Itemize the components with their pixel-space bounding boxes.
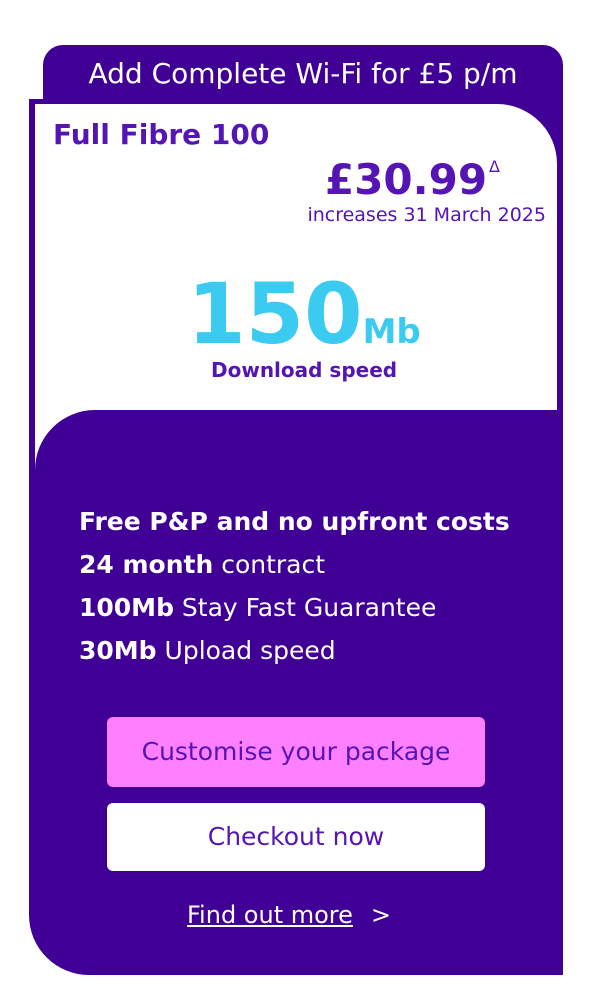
speed-label: Download speed xyxy=(211,358,398,382)
chevron-right-icon: > xyxy=(370,901,392,929)
feature-list: Free P&P and no upfront costs 24 month c… xyxy=(79,500,510,672)
find-out-more[interactable]: Find out more > xyxy=(187,900,391,930)
feature-item: 24 month contract xyxy=(79,550,326,579)
speed-unit: Mb xyxy=(362,312,421,352)
checkout-button[interactable]: Checkout now xyxy=(107,803,485,871)
plan-details-panel xyxy=(35,410,557,970)
banner-text: Add Complete Wi-Fi for £5 p/m xyxy=(88,57,518,90)
feature-item: Free P&P and no upfront costs xyxy=(79,507,510,536)
find-out-more-link[interactable]: Find out more xyxy=(187,901,353,929)
speed-value: 150 xyxy=(187,265,363,363)
customise-package-button[interactable]: Customise your package xyxy=(107,717,485,787)
plan-price: £30.99 xyxy=(324,155,488,204)
price-footnote-marker: Δ xyxy=(489,157,500,176)
feature-item: 30Mb Upload speed xyxy=(79,636,336,665)
feature-item: 100Mb Stay Fast Guarantee xyxy=(79,593,437,622)
price-increase-note: increases 31 March 2025 xyxy=(307,204,546,226)
price-block: £30.99 Δ xyxy=(325,158,500,202)
plan-name: Full Fibre 100 xyxy=(53,118,270,151)
download-speed: 150Mb xyxy=(0,272,608,356)
